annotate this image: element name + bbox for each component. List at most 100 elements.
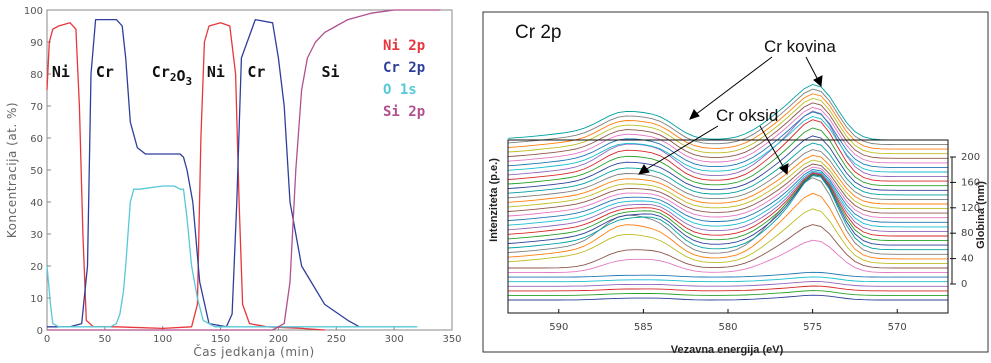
z-tick-label: 0 xyxy=(961,279,967,290)
spectrum-trace xyxy=(508,294,948,301)
spectrum-trace xyxy=(507,149,948,200)
spectrum-trace xyxy=(507,163,948,214)
series-line-cr-2p xyxy=(47,18,360,328)
x-tick-label: 300 xyxy=(385,334,404,345)
y-tick-label: 70 xyxy=(30,102,43,113)
y-tick-label: 0 xyxy=(37,326,43,337)
y-tick-label: 80 xyxy=(30,70,43,81)
arrow-kovina-left xyxy=(694,56,773,116)
x-axis-label-right: Vezavna energija (eV) xyxy=(671,344,784,356)
y-tick-label: 100 xyxy=(24,6,43,17)
spectrum-trace xyxy=(507,169,948,223)
spectrum-trace xyxy=(508,285,948,292)
region-label: Ni xyxy=(52,63,70,81)
z-tick-label: 160 xyxy=(961,177,980,188)
x-tick-label-right: 590 xyxy=(549,322,568,333)
x-tick-label: 50 xyxy=(98,334,111,345)
spectrum-trace xyxy=(507,166,948,219)
spectrum-trace xyxy=(507,208,948,264)
spectrum-trace xyxy=(507,142,948,196)
cr2p-spectra-chart: 590 585 580 575 570 0 40 80 120 160 200 Cr 2p Cr … xyxy=(482,11,989,356)
spectrum-trace xyxy=(507,93,948,150)
y-tick-label: 60 xyxy=(30,134,43,145)
legend-entry: Ni 2p xyxy=(383,38,425,54)
depth-profile-chart: 0 10 20 30 40 50 60 70 80 90 100 0 50 100 150 200 250 30… xyxy=(5,6,462,359)
x-tick-label: 250 xyxy=(327,334,346,345)
spectrum-trace xyxy=(508,290,948,296)
y-tick-label: 30 xyxy=(30,230,43,241)
spectrum-trace xyxy=(507,177,948,255)
spectrum-trace xyxy=(507,175,948,251)
arrow-kovina-right-head xyxy=(813,75,823,88)
region-label: Cr2O3 xyxy=(152,63,192,88)
annotation-cr-oksid: Cr oksid xyxy=(716,106,778,125)
spectrum-trace xyxy=(507,159,948,210)
legend-entry: O 1s xyxy=(383,82,417,98)
x-tick-label-right: 580 xyxy=(718,322,737,333)
spectrum-trace xyxy=(507,110,948,178)
arrow-oksid-right xyxy=(759,125,785,169)
region-label: Cr xyxy=(96,63,114,81)
region-label: Cr xyxy=(247,63,265,81)
y-axis-label: Koncentracija (at. %) xyxy=(5,102,19,238)
spectrum-trace xyxy=(507,171,948,232)
spectrum-trace xyxy=(507,154,948,205)
x-tick-label-right: 585 xyxy=(634,322,653,333)
z-tick-label: 80 xyxy=(961,228,974,239)
x-tick-label: 100 xyxy=(153,334,172,345)
z-tick-label: 120 xyxy=(961,203,980,214)
z-tick-label: 200 xyxy=(961,152,980,163)
spectrum-trace xyxy=(507,106,948,164)
plot-frame xyxy=(46,9,453,331)
y-tick-label: 50 xyxy=(30,166,43,177)
arrow-kovina-right xyxy=(805,56,819,81)
spectrum-trace xyxy=(507,111,948,168)
spectrum-trace xyxy=(508,271,948,278)
spectrum-trace xyxy=(508,224,948,269)
spectrum-trace xyxy=(507,174,948,246)
spectrum-trace xyxy=(508,276,948,283)
spectrum-trace xyxy=(508,281,948,287)
y-axis-label-right: Intenziteta (p.e.) xyxy=(488,158,500,242)
panel-title: Cr 2p xyxy=(515,22,561,43)
arrow-oksid-right-head xyxy=(779,163,789,176)
legend-entry: Si 2p xyxy=(383,104,425,120)
spectrum-trace xyxy=(507,88,948,146)
spectrum-trace xyxy=(507,170,948,228)
y-tick-label: 10 xyxy=(30,294,43,305)
x-tick-label: 0 xyxy=(44,334,50,345)
spectrum-trace xyxy=(507,192,948,260)
spectrum-trace xyxy=(507,97,948,155)
legend-entry: Cr 2p xyxy=(383,60,425,76)
annotation-arrows xyxy=(638,56,823,176)
spectrum-trace xyxy=(507,135,948,191)
spectrum-trace xyxy=(507,84,948,141)
spectrum-trace xyxy=(507,116,948,173)
annotation-cr-kovina: Cr kovina xyxy=(764,37,836,56)
series-line-si-2p xyxy=(47,9,441,331)
spectrum-trace xyxy=(507,127,948,187)
arrow-oksid-left-head xyxy=(638,164,650,175)
z-axis-label-right: Globina (nm) xyxy=(975,181,987,249)
region-label: Si xyxy=(321,63,339,81)
spectrum-trace xyxy=(507,172,948,237)
spectrum-trace xyxy=(507,119,948,182)
spectrum-trace xyxy=(507,173,948,242)
arrow-oksid-left xyxy=(644,125,719,171)
z-tick-label: 40 xyxy=(961,254,974,265)
series-line-o-1s xyxy=(46,185,418,328)
x-tick-label-right: 570 xyxy=(888,322,907,333)
x-tick-label: 200 xyxy=(269,334,288,345)
region-label: Ni xyxy=(207,63,225,81)
x-axis-label: Čas jedkanja (min) xyxy=(193,344,314,359)
y-tick-label: 40 xyxy=(30,198,43,209)
x-tick-label: 150 xyxy=(211,334,230,345)
y-tick-label: 90 xyxy=(30,38,43,49)
spectrum-trace xyxy=(507,102,948,159)
series-line-ni-2p xyxy=(46,22,325,331)
y-tick-label: 20 xyxy=(30,262,43,273)
x-tick-label: 350 xyxy=(442,334,461,345)
plot-outer-frame xyxy=(482,11,989,353)
arrow-kovina-left-head xyxy=(689,109,700,120)
